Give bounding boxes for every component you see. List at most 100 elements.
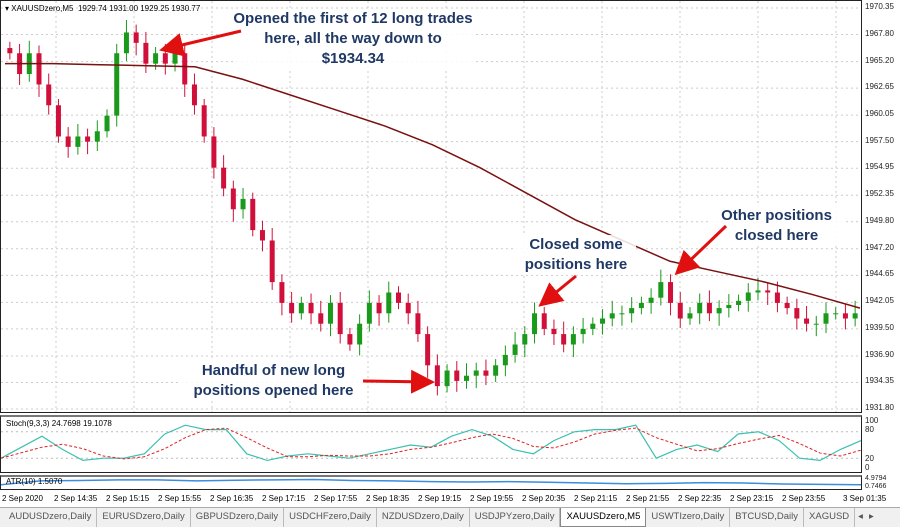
candle xyxy=(765,290,771,293)
time-tick: 3 Sep 01:35 xyxy=(843,494,887,503)
tab-gbpusdzero-daily[interactable]: GBPUSDzero,Daily xyxy=(191,508,285,527)
candle xyxy=(211,136,217,168)
candle xyxy=(327,302,333,324)
price-tick: 1965.20 xyxy=(865,55,894,65)
tab-eurusdzero-daily[interactable]: EURUSDzero,Daily xyxy=(97,508,191,527)
time-tick: 2 Sep 14:35 xyxy=(54,494,98,503)
atr-line xyxy=(1,478,861,486)
price-tick: 1944.65 xyxy=(865,269,894,279)
candle xyxy=(114,53,120,116)
candle xyxy=(123,32,129,54)
candle xyxy=(444,370,450,387)
time-tick: 2 Sep 20:35 xyxy=(522,494,566,503)
candle xyxy=(201,105,207,137)
candle xyxy=(755,290,761,293)
scroll-right-icon[interactable]: ▸ xyxy=(868,511,874,522)
stoch-tick: 0 xyxy=(865,463,870,472)
candle xyxy=(386,292,392,314)
stochastic-chart xyxy=(1,424,861,462)
candle xyxy=(240,198,246,210)
candle xyxy=(726,304,732,309)
time-tick: 2 Sep 17:55 xyxy=(314,494,358,503)
time-tick: 2 Sep 22:35 xyxy=(678,494,722,503)
tab-nzdusdzero-daily[interactable]: NZDUSDzero,Daily xyxy=(377,508,470,527)
candle xyxy=(512,344,518,355)
candle xyxy=(813,323,819,325)
tab-btcusd-daily[interactable]: BTCUSD,Daily xyxy=(730,508,805,527)
atr-chart xyxy=(1,478,861,486)
tab-usdchfzero-daily[interactable]: USDCHFzero,Daily xyxy=(284,508,377,527)
candle xyxy=(736,300,742,305)
annotation-new-longs: Handful of new long positions opened her… xyxy=(181,361,366,401)
candle xyxy=(143,42,149,64)
time-tick: 2 Sep 19:15 xyxy=(418,494,462,503)
candle xyxy=(162,53,168,64)
candle xyxy=(716,308,722,314)
time-tick: 2 Sep 18:35 xyxy=(366,494,410,503)
tab-uswtizero-daily[interactable]: USWTIzero,Daily xyxy=(646,508,731,527)
tab-usdjpyzero-daily[interactable]: USDJPYzero,Daily xyxy=(470,508,561,527)
candle xyxy=(794,308,800,319)
time-tick: 2 Sep 15:55 xyxy=(158,494,202,503)
price-tick: 1954.95 xyxy=(865,162,894,172)
tab-xauusdzero-m5[interactable]: XAUUSDzero,M5 xyxy=(560,508,647,527)
price-axis: 1970.35 1967.80 1965.20 1962.65 1960.05 1957.… xyxy=(862,0,900,413)
atr-label: ATR(10) 1.5070 xyxy=(6,477,63,486)
candle xyxy=(677,302,683,319)
candle xyxy=(55,105,61,137)
chart-tabs: AUDUSDzero,Daily EURUSDzero,Daily GBPUSDze… xyxy=(0,507,900,527)
time-tick: 2 Sep 21:15 xyxy=(574,494,618,503)
candle xyxy=(745,292,751,301)
candle xyxy=(405,302,411,314)
chart-header: ▾ XAUUSDzero,M5 1929.74 1931.00 1929.25 … xyxy=(5,4,201,13)
scroll-left-icon[interactable]: ◂ xyxy=(858,511,863,522)
candle xyxy=(483,370,489,376)
candle xyxy=(600,318,606,324)
price-tick: 1942.05 xyxy=(865,296,894,306)
candle xyxy=(852,313,858,319)
stochastic-panel[interactable]: Stoch(9,3,3) 24.7698 19.1078 xyxy=(0,415,862,473)
candle xyxy=(94,131,100,142)
price-tick: 1957.50 xyxy=(865,135,894,145)
atr-tick: 0.7466 xyxy=(865,483,887,490)
candle xyxy=(619,313,625,315)
candle xyxy=(774,292,780,303)
candle xyxy=(337,302,343,335)
candle xyxy=(395,292,401,303)
price-tick: 1962.65 xyxy=(865,82,894,92)
atr-tick: 4.9794 xyxy=(865,475,887,482)
price-tick: 1970.35 xyxy=(865,2,894,11)
price-tick: 1939.50 xyxy=(865,322,894,332)
atr-axis: 4.9794 0.7466 xyxy=(862,475,900,490)
candle xyxy=(85,136,91,142)
price-tick: 1949.80 xyxy=(865,215,894,225)
candle xyxy=(823,313,829,324)
stoch-k-line xyxy=(1,424,861,462)
price-tick: 1934.35 xyxy=(865,376,894,386)
stoch-tick: 20 xyxy=(865,454,874,463)
candle xyxy=(687,313,693,319)
moving-average-line xyxy=(5,62,861,309)
candle xyxy=(668,282,674,303)
price-chart[interactable]: ▾ XAUUSDzero,M5 1929.74 1931.00 1929.25 … xyxy=(0,0,862,413)
tab-xagusd[interactable]: XAGUSD xyxy=(804,508,856,527)
candle xyxy=(541,313,547,329)
candle xyxy=(609,313,615,319)
tab-audusdzero-daily[interactable]: AUDUSDzero,Daily xyxy=(4,508,98,527)
stoch-label: Stoch(9,3,3) 24.7698 19.1078 xyxy=(6,419,112,428)
candle xyxy=(289,302,295,314)
candle xyxy=(590,323,596,329)
time-tick: 2 Sep 23:15 xyxy=(730,494,774,503)
ohlc-readout: 1929.74 1931.00 1929.25 1930.77 xyxy=(77,4,201,13)
candle xyxy=(65,136,71,147)
candle xyxy=(357,323,363,345)
candle xyxy=(259,230,265,241)
atr-panel[interactable]: ATR(10) 1.5070 xyxy=(0,475,862,490)
price-tick: 1947.20 xyxy=(865,242,894,252)
stoch-axis: 100 80 20 0 xyxy=(862,415,900,473)
candle xyxy=(473,370,479,376)
candle xyxy=(522,334,528,345)
candle xyxy=(697,302,703,314)
stoch-d-line xyxy=(1,427,861,460)
time-tick: 2 Sep 16:35 xyxy=(210,494,254,503)
